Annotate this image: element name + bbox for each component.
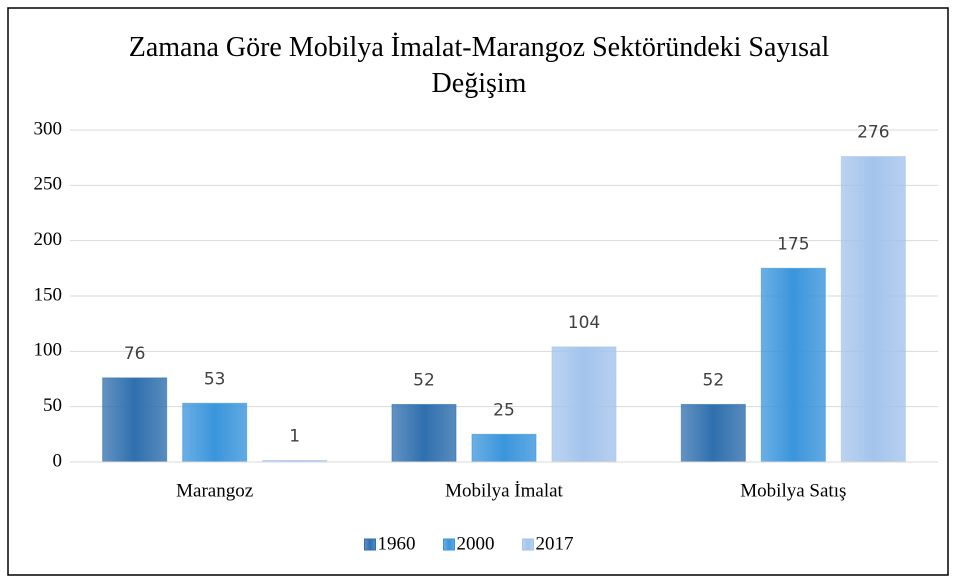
chart-title: Zamana Göre Mobilya İmalat-Marangoz Sekt… bbox=[128, 32, 830, 99]
bar bbox=[102, 377, 168, 463]
value-label: 1 bbox=[289, 427, 300, 447]
legend-label: 2000 bbox=[457, 533, 495, 554]
y-tick-label: 150 bbox=[34, 284, 63, 305]
value-label: 52 bbox=[413, 370, 435, 390]
bar bbox=[760, 267, 826, 463]
legend-label: 1960 bbox=[378, 533, 416, 554]
y-tick-label: 250 bbox=[34, 174, 63, 195]
value-label: 52 bbox=[703, 370, 725, 390]
bar bbox=[551, 346, 617, 463]
x-tick-label: Marangoz bbox=[176, 480, 253, 501]
bar bbox=[471, 433, 537, 463]
bar bbox=[391, 403, 457, 463]
value-label: 104 bbox=[568, 313, 600, 333]
y-tick-label: 300 bbox=[34, 118, 63, 139]
legend-swatch bbox=[364, 538, 376, 551]
value-label: 175 bbox=[777, 234, 809, 254]
y-tick-label: 100 bbox=[34, 340, 63, 361]
y-tick-label: 50 bbox=[43, 395, 62, 416]
value-label: 25 bbox=[493, 400, 515, 420]
bar bbox=[680, 403, 746, 463]
legend-swatch bbox=[443, 538, 455, 551]
value-label: 276 bbox=[857, 123, 889, 143]
bar bbox=[182, 402, 248, 463]
value-label: 53 bbox=[204, 369, 226, 389]
legend-swatch bbox=[522, 538, 534, 551]
bar bbox=[840, 156, 906, 463]
value-label: 76 bbox=[124, 344, 146, 364]
x-tick-label: Mobilya Satış bbox=[740, 480, 846, 501]
x-tick-label: Mobilya İmalat bbox=[445, 480, 563, 501]
y-tick-label: 200 bbox=[34, 229, 63, 250]
legend-label: 2017 bbox=[536, 533, 574, 554]
y-tick-label: 0 bbox=[53, 450, 63, 471]
